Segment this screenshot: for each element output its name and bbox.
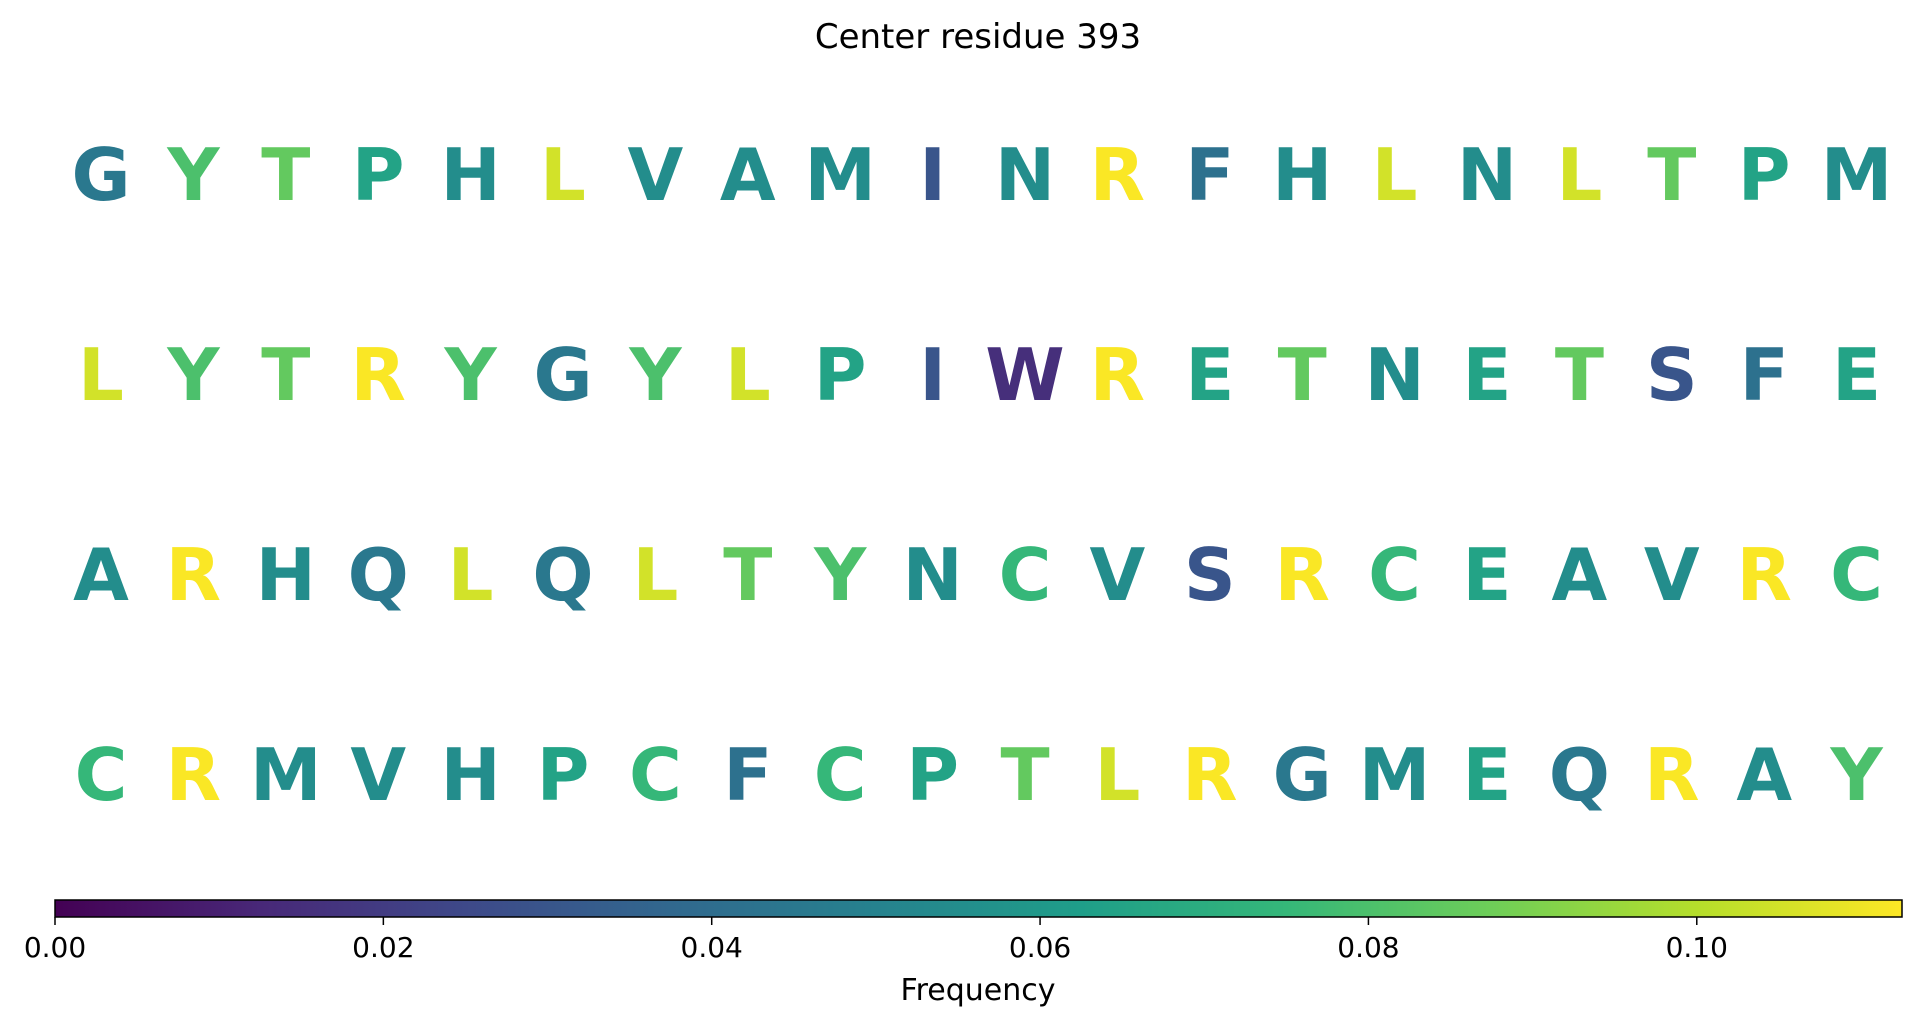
residue-letter: T [1000, 733, 1049, 817]
residue-letter: R [1090, 333, 1145, 417]
residue-letter: R [1090, 133, 1145, 217]
residue-letter: R [166, 733, 221, 817]
residue-letter: L [632, 533, 678, 617]
colorbar [54, 899, 1903, 918]
residue-letter: M [1359, 733, 1431, 817]
chart-title: Center residue 393 [815, 17, 1141, 57]
residue-letter: H [1272, 133, 1332, 217]
residue-letter: G [71, 133, 130, 217]
residue-letter: T [261, 133, 310, 217]
residue-letter: N [1457, 133, 1517, 217]
residue-letter: L [1372, 133, 1418, 217]
residue-letter: G [533, 333, 592, 417]
residue-letter: T [723, 533, 772, 617]
residue-letter: T [1555, 333, 1604, 417]
residue-letter: S [1184, 533, 1236, 617]
residue-letter: P [814, 333, 867, 417]
residue-letter: F [1740, 333, 1789, 417]
residue-letter: R [1736, 533, 1791, 617]
residue-letter: R [166, 533, 221, 617]
colorbar-tick-label: 0.06 [1009, 931, 1071, 964]
residue-letter: G [1273, 733, 1332, 817]
residue-letter: A [1552, 533, 1608, 617]
residue-letter: E [1462, 533, 1511, 617]
residue-letter: H [256, 533, 316, 617]
residue-letter: Y [1830, 733, 1884, 817]
residue-letter: V [628, 133, 684, 217]
residue-letter: Q [1549, 733, 1610, 817]
colorbar-tick-label: 0.02 [352, 931, 414, 964]
residue-letter: Q [348, 533, 409, 617]
residue-grid: G Y T P H L V A M I N R F H L N L T P ML Y T R Y G Y L P I W R E T N E T S F E… [71, 133, 1892, 817]
residue-letter: A [720, 133, 776, 217]
residue-letter: I [919, 133, 946, 217]
colorbar-ticks: 0.00 0.02 0.04 0.06 0.08 0.10 [24, 917, 1728, 964]
residue-letter: C [1368, 533, 1421, 617]
residue-letter: Y [813, 533, 867, 617]
residue-letter: M [1821, 133, 1893, 217]
residue-letter: E [1185, 333, 1234, 417]
residue-letter: F [723, 733, 772, 817]
residue-letter: Y [166, 333, 220, 417]
residue-letter: H [440, 733, 500, 817]
residue-letter: Y [166, 133, 220, 217]
residue-letter: A [1736, 733, 1792, 817]
colorbar-tick-label: 0.10 [1666, 931, 1728, 964]
residue-letter: P [906, 733, 959, 817]
residue-letter: C [629, 733, 682, 817]
residue-letter: T [1647, 133, 1696, 217]
residue-letter: V [350, 733, 406, 817]
residue-letter: C [999, 533, 1052, 617]
residue-letter: C [1830, 533, 1883, 617]
residue-letter: C [814, 733, 867, 817]
residue-letter: E [1462, 733, 1511, 817]
residue-letter: I [919, 333, 946, 417]
residue-letter: L [1556, 133, 1602, 217]
residue-letter: F [1185, 133, 1234, 217]
residue-letter: L [1094, 733, 1140, 817]
residue-letter: Y [444, 333, 498, 417]
residue-letter: T [261, 333, 310, 417]
residue-letter: L [78, 333, 124, 417]
residue-letter: N [995, 133, 1055, 217]
residue-letter: C [75, 733, 128, 817]
residue-letter: H [440, 133, 500, 217]
residue-letter: Q [532, 533, 593, 617]
residue-letter: L [448, 533, 494, 617]
residue-letter: Y [628, 333, 682, 417]
residue-letter: R [1274, 533, 1329, 617]
residue-letter: R [1644, 733, 1699, 817]
residue-letter: E [1462, 333, 1511, 417]
residue-letter: W [985, 333, 1064, 417]
residue-letter: L [540, 133, 586, 217]
residue-letter: P [537, 733, 590, 817]
residue-letter: V [1644, 533, 1700, 617]
residue-letter: P [1738, 133, 1791, 217]
residue-letter: M [250, 733, 322, 817]
colorbar-tick-label: 0.04 [681, 931, 743, 964]
colorbar-label: Frequency [901, 973, 1056, 1008]
residue-letter: N [1364, 333, 1424, 417]
residue-letter: N [902, 533, 962, 617]
residue-letter: L [725, 333, 771, 417]
residue-letter: P [352, 133, 405, 217]
residue-letter: A [73, 533, 129, 617]
residue-letter: T [1278, 333, 1327, 417]
residue-letter: V [1090, 533, 1146, 617]
residue-letter: R [1182, 733, 1237, 817]
colorbar-tick-label: 0.08 [1337, 931, 1399, 964]
residue-letter: M [804, 133, 876, 217]
residue-letter: E [1832, 333, 1881, 417]
residue-letter: R [350, 333, 405, 417]
residue-letter: S [1646, 333, 1698, 417]
colorbar-tick-label: 0.00 [24, 931, 86, 964]
